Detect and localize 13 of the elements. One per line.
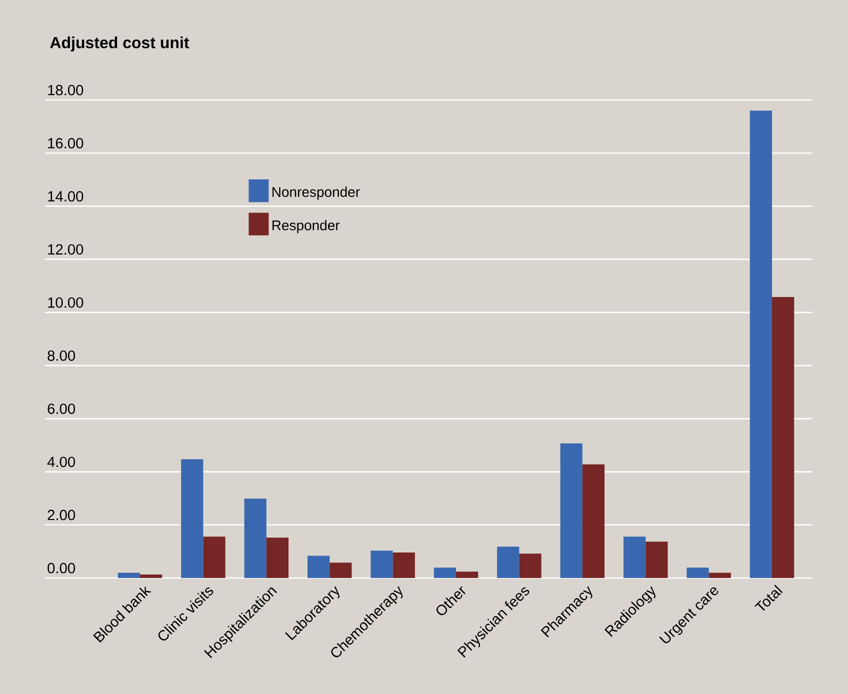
- y-tick-label: 14.00: [48, 191, 84, 202]
- y-tick-label: 10.00: [48, 297, 84, 308]
- chart-title: Adjusted cost unit: [50, 36, 190, 52]
- y-tick-label: 16.00: [48, 138, 84, 148]
- y-tick-label: 6.00: [48, 404, 76, 414]
- y-tick-label: 2.00: [48, 510, 76, 520]
- y-tick-label: 18.00: [48, 84, 84, 96]
- legend-label: Responder: [272, 220, 340, 234]
- y-tick-label: 4.00: [47, 456, 76, 468]
- y-tick-label: 12.00: [48, 244, 84, 255]
- y-tick-label: 0.00: [48, 562, 76, 574]
- legend-label: Nonresponder: [272, 186, 360, 200]
- y-tick-label: 8.00: [48, 350, 76, 361]
